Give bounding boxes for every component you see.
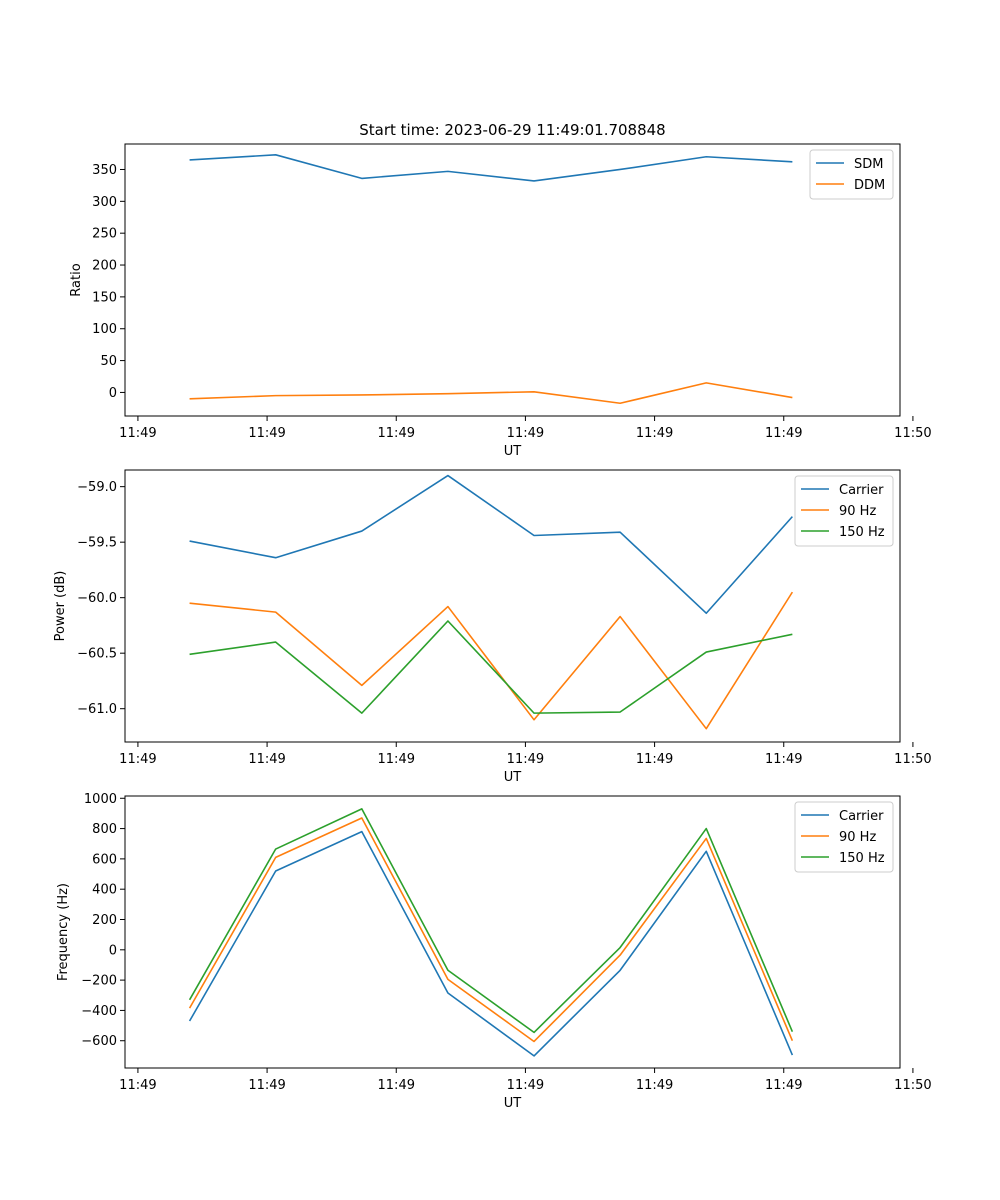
x-tick-label: 11:49 [248, 752, 285, 767]
y-tick-label: −59.5 [77, 536, 117, 551]
series-line-90-hz [189, 591, 794, 730]
y-tick-label: −60.5 [77, 647, 117, 662]
x-tick-label: 11:49 [636, 426, 673, 441]
chart-panel-2: 11:49 11:49 11:49 11:49 11:49 11:49 11:50 −61.0… [53, 469, 932, 785]
series-line-ddm [189, 382, 793, 405]
x-tick-label: 11:49 [507, 1078, 544, 1093]
x-tick-label: 11:49 [765, 752, 802, 767]
legend-label: SDM [854, 157, 883, 172]
y-tick-label: 1000 [84, 792, 117, 807]
y-tick-label: 150 [92, 290, 117, 305]
x-axis-label: UT [504, 770, 522, 785]
x-tick-label: 11:49 [765, 426, 802, 441]
series-line-150-hz [188, 808, 794, 1034]
x-tick-label: 11:49 [765, 1078, 802, 1093]
x-tick-label: 11:50 [894, 752, 931, 767]
legend-label: DDM [854, 178, 885, 193]
y-axis-label: Ratio [69, 263, 84, 296]
y-tick-label: −200 [81, 974, 117, 989]
series-line-carrier [188, 830, 794, 1057]
plot-area [124, 795, 901, 1069]
x-tick-label: 11:49 [636, 1078, 673, 1093]
y-tick-label: 200 [92, 259, 117, 274]
y-tick-label: −400 [81, 1004, 117, 1019]
y-tick-label: 200 [92, 913, 117, 928]
y-tick-label: −61.0 [77, 702, 117, 717]
x-tick-label: 11:49 [119, 1078, 156, 1093]
legend-label: Carrier [839, 483, 884, 498]
chart-panel-3: 11:49 11:49 11:49 11:49 11:49 11:49 11:50 −600 −… [56, 792, 932, 1111]
y-axis-label: Frequency (Hz) [56, 883, 71, 981]
x-tick-label: 11:50 [894, 1078, 931, 1093]
x-tick-label: 11:49 [378, 426, 415, 441]
legend: SDM DDM [809, 149, 894, 200]
plot-area [124, 143, 901, 417]
y-tick-label: −59.0 [77, 480, 117, 495]
y-tick-label: 600 [92, 852, 117, 867]
y-tick-label: 400 [92, 883, 117, 898]
y-tick-label: 50 [100, 354, 117, 369]
legend: Carrier 90 Hz 150 Hz [794, 801, 894, 873]
y-tick-label: 800 [92, 822, 117, 837]
y-tick-label: −600 [81, 1034, 117, 1049]
x-tick-label: 11:49 [119, 752, 156, 767]
chart-panel-1: 11:49 11:49 11:49 11:49 11:49 11:49 11:50 0 50 10… [69, 143, 932, 459]
series-line-sdm [189, 154, 793, 182]
y-axis-label: Power (dB) [53, 571, 68, 642]
series-line-carrier [189, 474, 793, 615]
legend-label: 90 Hz [839, 504, 876, 519]
x-tick-label: 11:49 [378, 1078, 415, 1093]
x-tick-label: 11:49 [507, 752, 544, 767]
legend-label: Carrier [839, 809, 884, 824]
legend: Carrier 90 Hz 150 Hz [794, 475, 894, 547]
x-tick-label: 11:49 [119, 426, 156, 441]
y-tick-label: 0 [109, 386, 117, 401]
y-tick-label: 0 [109, 943, 117, 958]
y-tick-label: 250 [92, 227, 117, 242]
figure-title: Start time: 2023-06-29 11:49:01.708848 [359, 121, 665, 139]
y-tick-label: 350 [92, 163, 117, 178]
x-tick-label: 11:49 [507, 426, 544, 441]
y-tick-label: 300 [92, 195, 117, 210]
x-tick-label: 11:49 [248, 1078, 285, 1093]
x-axis-label: UT [504, 444, 522, 459]
legend-label: 150 Hz [839, 525, 885, 540]
series-line-150-hz [189, 620, 793, 714]
x-tick-label: 11:49 [248, 426, 285, 441]
legend-label: 90 Hz [839, 830, 876, 845]
x-axis-label: UT [504, 1096, 522, 1111]
y-tick-label: −60.0 [77, 591, 117, 606]
plot-area [124, 469, 901, 743]
series-line-90-hz [188, 817, 794, 1043]
legend-label: 150 Hz [839, 851, 885, 866]
x-tick-label: 11:49 [378, 752, 415, 767]
x-tick-label: 11:49 [636, 752, 673, 767]
legend-box [794, 475, 894, 547]
x-tick-label: 11:50 [894, 426, 931, 441]
legend-box [794, 801, 894, 873]
y-tick-label: 100 [92, 322, 117, 337]
